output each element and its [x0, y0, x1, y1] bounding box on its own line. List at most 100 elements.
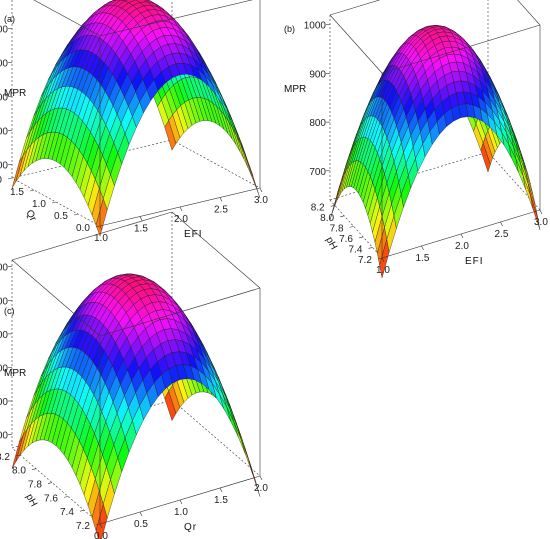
y-tick-label: 7.6: [339, 234, 353, 245]
x-tick-mark: [179, 499, 183, 505]
box-front-edge: [517, 0, 541, 26]
x-tick-label: 2.5: [495, 229, 509, 240]
x-tick-mark: [139, 216, 143, 221]
box-front-edge: [99, 0, 253, 37]
x-tick-label: 1.0: [94, 233, 108, 244]
y-tick-label: 7.2: [76, 521, 90, 532]
box-front-edge: [11, 259, 101, 337]
panel-1: 1.0 1.5 2.0 2.5 3.0 EFI 0.0 0.5 1.0 1.5 2.0 Qr 500 60…: [0, 0, 268, 244]
panel-3: 0.0 0.5 1.0 1.5 2.0 Qr 7.27.47.67.88.08.2 pH 500…: [0, 211, 268, 539]
y-tick-label: 7.8: [28, 480, 42, 491]
y-axis-label: Qr: [23, 208, 38, 224]
x-tick-mark: [219, 487, 223, 493]
z-axis-label: MPR: [4, 88, 26, 99]
box-back-edge: [171, 139, 261, 189]
x-tick-mark: [500, 221, 503, 227]
y-tick-mark: [73, 213, 79, 216]
y-tick-mark: [95, 523, 101, 526]
z-tick-label: 800: [309, 118, 326, 129]
x-tick-label: 1.5: [134, 224, 148, 235]
y-tick-mark: [63, 496, 69, 498]
y-tick-label: 8.2: [311, 202, 325, 213]
y-tick-label: 1.0: [32, 199, 46, 210]
x-tick-label: 3.0: [254, 195, 268, 206]
x-tick-label: 0.5: [134, 519, 148, 530]
box-front-edge: [33, 0, 101, 37]
box-back-edge: [329, 151, 489, 201]
y-tick-label: 1.5: [10, 187, 24, 198]
surface-face: [230, 409, 242, 441]
z-tick-label: 700: [309, 167, 326, 178]
x-tick-mark: [460, 233, 464, 239]
box-back-edge: [11, 139, 173, 179]
surface-face: [120, 0, 128, 2]
box-front-edge: [329, 14, 383, 74]
surface-face: [530, 195, 541, 231]
z-tick-label: 600: [0, 127, 8, 138]
surface-face: [248, 164, 261, 199]
z-tick-label: 500: [0, 431, 8, 442]
x-tick-label: 1.0: [376, 265, 390, 276]
x-tick-label: 1.0: [174, 507, 188, 518]
y-tick-label: 7.4: [349, 244, 363, 255]
z-tick-label: 500: [0, 160, 8, 171]
panel-label: (a): [4, 14, 15, 24]
y-tick-label: 0.5: [54, 211, 68, 222]
y-tick-mark: [95, 225, 101, 228]
box-back-edge: [11, 177, 101, 227]
y-tick-label: 8.0: [320, 213, 334, 224]
surface-face: [226, 407, 239, 437]
surface: [11, 0, 261, 237]
box-back-edge: [171, 399, 261, 477]
x-tick-label: 2.0: [455, 241, 469, 252]
y-tick-mark: [15, 454, 21, 457]
z-tick-label: 600: [0, 397, 8, 408]
x-tick-label: 1.5: [214, 495, 228, 506]
x-tick-mark: [381, 257, 385, 263]
box-front-edge: [171, 211, 261, 289]
box-front-edge: [11, 211, 173, 261]
x-axis-label: Qr: [184, 522, 197, 533]
x-tick-label: 3.0: [534, 217, 548, 228]
y-tick-mark: [29, 189, 35, 192]
y-axis-label: pH: [323, 235, 339, 251]
y-tick-label: 2.0: [0, 175, 2, 186]
z-axis-label: MPR: [284, 84, 306, 95]
z-tick-label: 900: [0, 296, 8, 307]
x-tick-mark: [99, 523, 103, 529]
x-tick-mark: [99, 225, 103, 231]
y-tick-label: 7.8: [330, 223, 344, 234]
surface-face: [248, 460, 261, 497]
box-front-edge: [381, 24, 541, 74]
x-axis-label: EFI: [184, 229, 203, 240]
x-tick-mark: [139, 511, 143, 517]
surface: [329, 25, 541, 279]
surface-face: [236, 136, 249, 168]
y-tick-label: 7.2: [358, 255, 372, 266]
y-tick-label: 7.4: [60, 507, 74, 518]
box-back-edge: [329, 199, 383, 259]
z-tick-label: 900: [0, 25, 8, 36]
surface-face: [112, 0, 117, 1]
x-tick-mark: [259, 187, 263, 193]
x-tick-label: 1.5: [416, 253, 430, 264]
x-tick-label: 2.0: [174, 214, 188, 225]
z-axis-label: MPR: [4, 368, 26, 379]
y-tick-label: 0.0: [76, 223, 90, 234]
y-tick-label: 8.2: [0, 452, 10, 463]
z-tick-label: 1000: [0, 263, 8, 274]
x-tick-mark: [179, 206, 183, 212]
z-tick-label: 900: [309, 69, 326, 80]
y-tick-label: 7.6: [44, 493, 58, 504]
panel-label: (b): [284, 24, 295, 34]
z-tick-label: 800: [0, 330, 8, 341]
box-back-edge: [11, 447, 101, 525]
surface-face: [232, 128, 245, 160]
x-tick-label: 2.0: [254, 483, 268, 494]
box-front-edge: [329, 0, 381, 16]
y-tick-mark: [47, 482, 53, 484]
x-tick-label: 0.0: [94, 531, 108, 539]
y-tick-mark: [368, 247, 373, 249]
panel-label: (c): [4, 306, 15, 316]
